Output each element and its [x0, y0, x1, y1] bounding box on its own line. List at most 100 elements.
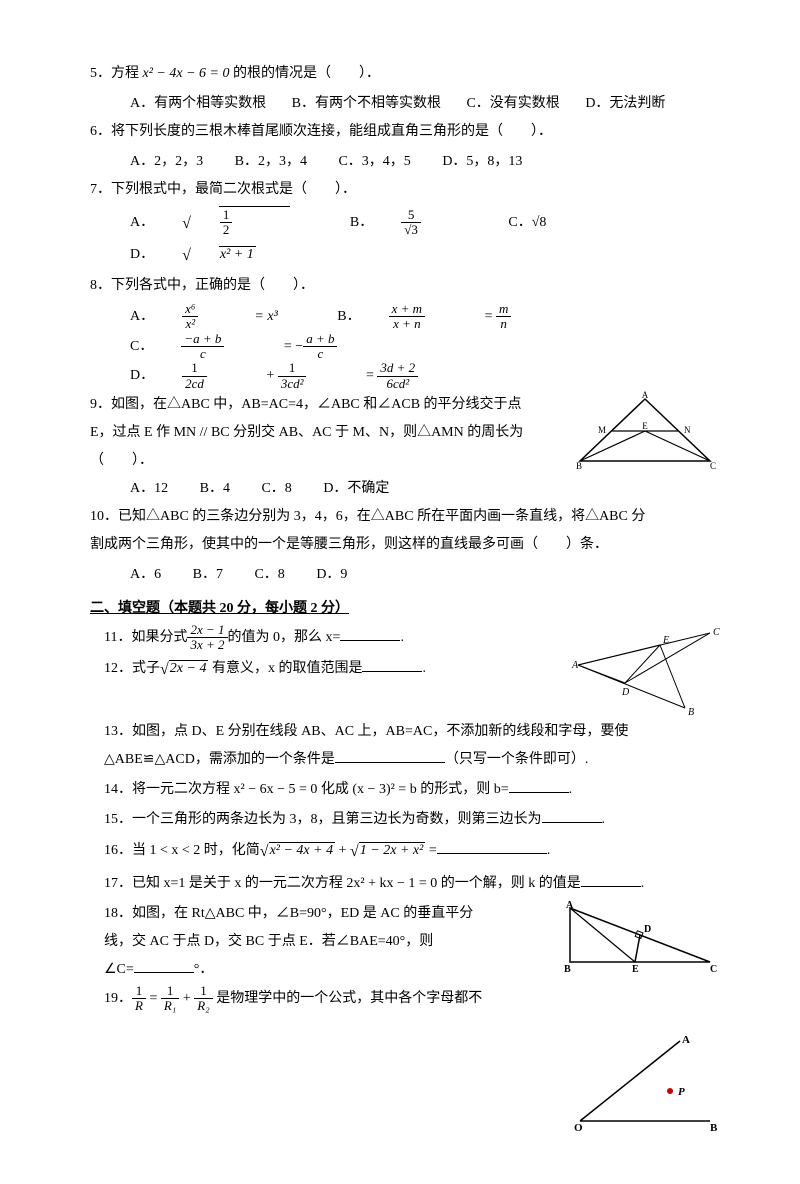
q16-plus: +	[335, 843, 350, 858]
q8-d1-d: 2cd	[182, 377, 207, 391]
label-d: D	[644, 924, 651, 935]
label-e: E	[632, 964, 639, 975]
q17-end: .	[641, 876, 645, 891]
q8-c-rn: a + b	[303, 332, 337, 347]
q19-d1: R₁	[161, 999, 179, 1013]
q6-stem: 6．将下列长度的三根木棒首尾顺次连接，能组成直角三角形的是（ ）．	[90, 124, 552, 139]
question-5: 5．方程 x² − 4x − 6 = 0 的根的情况是（ ）．	[90, 60, 720, 88]
question-16: 16．当 1 < x < 2 时，化简√x² − 4x + 4 + √1 − 2…	[90, 836, 720, 868]
q14-end: .	[569, 782, 573, 797]
question-14: 14．将一元二次方程 x² − 6x − 5 = 0 化成 (x − 3)² =…	[90, 776, 720, 804]
blank-input[interactable]	[581, 874, 641, 887]
question-7: 7．下列根式中，最简二次根式是（ ）．	[90, 176, 720, 204]
q6-opt-d: D．5，8，13	[442, 148, 522, 176]
q7-opt-c: C．√8	[508, 209, 546, 237]
q12-expr: 2x − 4	[169, 660, 209, 676]
q6-opt-b: B．2，3，4	[235, 148, 307, 176]
q8-c-label: C．	[130, 333, 153, 361]
figure-angle: O B A P	[570, 1033, 720, 1133]
q8-stem: 8．下列各式中，正确的是（ ）．	[90, 278, 314, 293]
q8-opt-b: B．x + mx + n = mn	[337, 302, 567, 332]
q13-line1: 13．如图，点 D、E 分别在线段 AB、AC 上，AB=AC，不添加新的线段和…	[104, 718, 720, 746]
blank-input[interactable]	[335, 750, 445, 763]
blank-input[interactable]	[340, 628, 400, 641]
q19-n: 1	[132, 984, 146, 999]
label-a: A	[642, 391, 649, 400]
q7-opt-a: A．√12	[130, 206, 318, 240]
q8-b-rn: m	[496, 302, 511, 317]
q8-c-n: −a + b	[181, 332, 224, 347]
q19-eq: =	[146, 991, 161, 1006]
section-2-heading: 二、填空题（本题共 20 分，每小题 2 分）	[90, 595, 720, 623]
q8-opt-a: A．x⁶x² = x³	[130, 302, 306, 332]
q19-n1: 1	[161, 984, 179, 999]
question-18: A B C D E 18．如图，在 Rt△ABC 中，∠B=90°，ED 是 A…	[90, 900, 720, 984]
q8-opt-d: D．12cd + 13cd² = 3d + 26cd²	[130, 361, 474, 391]
q7-b-label: B．	[350, 209, 373, 237]
q7-a-label: A．	[130, 209, 154, 237]
q10-opt-d: D．9	[316, 561, 347, 589]
q7-d-label: D．	[130, 241, 154, 269]
q12-pre: 12．式子	[104, 661, 160, 676]
blank-input[interactable]	[134, 960, 194, 973]
q10-options: A．6 B．7 C．8 D．9	[90, 561, 720, 589]
q5-opt-b: B．有两个不相等实数根	[292, 90, 441, 118]
q13-post2: （只写一个条件即可）.	[445, 752, 589, 767]
question-9: A M E N B C 9．如图，在△ABC 中，AB=AC=4，∠ABC 和∠…	[90, 391, 720, 503]
q11-d: 3x + 2	[187, 638, 227, 652]
q5-options: A．有两个相等实数根 B．有两个不相等实数根 C．没有实数根 D．无法判断	[90, 90, 720, 118]
q19-d2: R₂	[194, 999, 212, 1013]
q17-pre: 17．已知 x=1 是关于 x 的一元二次方程 2x² + kx − 1 = 0…	[104, 876, 581, 891]
q8-a-d: x²	[182, 317, 198, 331]
q10-opt-b: B．7	[193, 561, 223, 589]
figure-q18: A B C D E	[560, 900, 720, 975]
q11-pre: 11．如果分式	[104, 630, 187, 645]
blank-input[interactable]	[362, 659, 422, 672]
q6-opt-c: C．3，4，5	[338, 148, 410, 176]
q14-pre: 14．将一元二次方程 x² − 6x − 5 = 0 化成 (x − 3)² =…	[104, 782, 509, 797]
point-p-dot	[667, 1088, 673, 1094]
q15-pre: 15．一个三角形的两条边长为 3，8，且第三边长为奇数，则第三边长为	[104, 812, 542, 827]
q5-opt-a: A．有两个相等实数根	[130, 90, 266, 118]
radical-icon: √	[182, 208, 191, 240]
q6-opt-a: A．2，2，3	[130, 148, 203, 176]
q8-opt-c: C．−a + bc = −a + bc	[130, 332, 393, 362]
q6-options: A．2，2，3 B．2，3，4 C．3，4，5 D．5，8，13	[90, 148, 720, 176]
blank-input[interactable]	[437, 841, 547, 854]
radical-icon: √	[260, 843, 269, 860]
q13-pre2: △ABE≌△ACD，需添加的一个条件是	[104, 752, 335, 767]
q8-b-d: x + n	[389, 317, 425, 331]
blank-input[interactable]	[509, 780, 569, 793]
q8-b-rd: n	[496, 317, 511, 331]
q19-post: 是物理学中的一个公式，其中各个字母都不	[213, 991, 483, 1006]
label-e: E	[642, 421, 648, 431]
q15-end: .	[602, 812, 606, 827]
label-b: B	[576, 461, 582, 471]
q9-opt-c: C．8	[261, 475, 291, 503]
q16-e1: x² − 4x + 4	[269, 842, 336, 858]
label-c: C	[710, 461, 716, 471]
radical-icon: √	[182, 240, 191, 272]
question-6: 6．将下列长度的三根木棒首尾顺次连接，能组成直角三角形的是（ ）．	[90, 118, 720, 146]
q7-a-num: 1	[220, 208, 233, 223]
question-19: 19．1R = 1R₁ + 1R₂ 是物理学中的一个公式，其中各个字母都不	[90, 984, 720, 1014]
q7-d-expr: x² + 1	[219, 246, 256, 262]
label-p: P	[678, 1086, 685, 1098]
q9-options: A．12 B．4 C．8 D．不确定	[90, 475, 720, 503]
q16-pre: 16．当 1 < x < 2 时，化简	[104, 843, 260, 858]
q11-post: 的值为 0，那么 x=	[228, 630, 341, 645]
triangle-figure-q9: A M E N B C	[570, 391, 720, 471]
q9-opt-b: B．4	[200, 475, 230, 503]
label-b: B	[688, 707, 694, 718]
blank-input[interactable]	[542, 810, 602, 823]
q8-c-rd: c	[303, 347, 337, 361]
q8-dr-d: 6cd²	[377, 377, 418, 391]
label-n: N	[684, 425, 691, 435]
label-b: B	[564, 964, 571, 975]
label-d: D	[621, 687, 630, 698]
q7-opt-d: D． √ x² + 1	[130, 240, 284, 272]
q5-expr: x² − 4x − 6 = 0	[143, 66, 230, 81]
q7-stem: 7．下列根式中，最简二次根式是（ ）．	[90, 182, 356, 197]
q5-stem-pre: 5．方程	[90, 66, 139, 81]
q9-opt-a: A．12	[130, 475, 168, 503]
